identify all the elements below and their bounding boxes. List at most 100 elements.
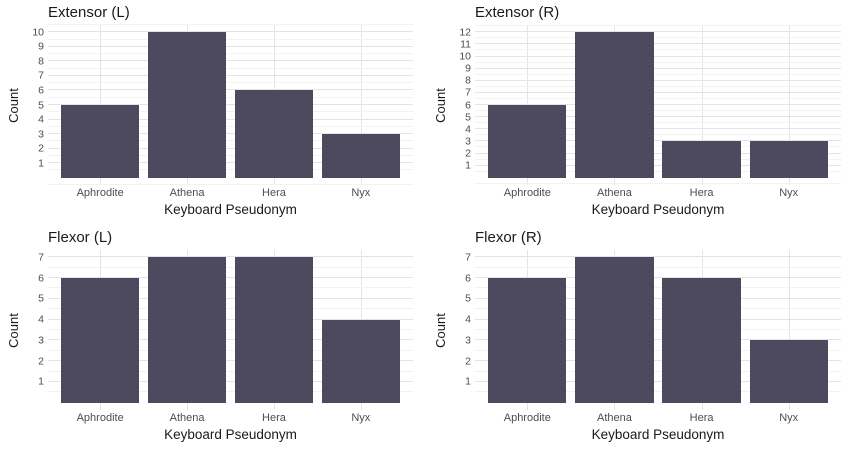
y-tick-label: 7 <box>38 251 44 264</box>
gridline-horizontal-major <box>475 91 841 93</box>
gridline-horizontal-minor <box>475 170 841 172</box>
gridline-horizontal-major <box>48 256 413 258</box>
gridline-horizontal-minor <box>475 391 841 393</box>
x-category-label: Hera <box>262 187 286 199</box>
gridline-horizontal-minor <box>475 266 841 268</box>
y-tick-label: 5 <box>38 98 44 111</box>
gridline-horizontal-minor <box>48 111 413 113</box>
gridline-horizontal-major <box>475 318 841 320</box>
gridline-horizontal-minor <box>475 49 841 51</box>
gridline-horizontal-major <box>48 339 413 341</box>
gridline-horizontal-major <box>48 277 413 279</box>
gridline-horizontal-major <box>48 118 413 120</box>
y-tick-label: 8 <box>38 55 44 68</box>
x-category-label: Athena <box>169 412 205 424</box>
gridline-horizontal-minor <box>48 184 413 185</box>
y-tick-label: 1 <box>38 156 44 169</box>
gridline-horizontal-major <box>475 104 841 105</box>
gridline-horizontal-minor <box>475 287 841 289</box>
x-category-label: Aphrodite <box>503 412 551 424</box>
gridline-horizontal-minor <box>475 308 841 310</box>
x-category-label: Athena <box>169 187 205 199</box>
y-tick-label: 8 <box>465 74 471 87</box>
y-tick-label: 11 <box>460 38 471 51</box>
x-axis-title: Keyboard Pseudonym <box>164 427 297 442</box>
y-tick-label: 9 <box>465 62 471 75</box>
gridline-horizontal-minor <box>48 308 413 310</box>
gridline-horizontal-minor <box>475 329 841 330</box>
bar-nyx <box>749 141 828 178</box>
y-tick-label: 2 <box>465 354 471 367</box>
y-tick-label: 3 <box>465 135 471 148</box>
y-tick-label: 3 <box>38 127 44 140</box>
y-tick-labels: 1 2 3 4 5 6 7 <box>448 250 471 410</box>
panel-title: Extensor (R) <box>475 4 560 21</box>
y-tick-label: 3 <box>465 334 471 347</box>
bar-aphrodite <box>61 278 140 403</box>
panel-title: Extensor (L) <box>48 4 130 21</box>
y-tick-label: 7 <box>465 86 471 99</box>
gridline-horizontal-minor <box>475 85 841 87</box>
bar-aphrodite <box>488 105 567 178</box>
gridline-horizontal-minor <box>48 125 413 127</box>
x-category-label: Athena <box>596 412 632 424</box>
plot-area <box>475 250 841 410</box>
gridline-horizontal-minor <box>48 67 413 69</box>
plot-area <box>48 250 413 410</box>
gridline-horizontal-minor <box>48 266 413 268</box>
gridline-horizontal-major <box>48 147 413 149</box>
y-axis-title: Count <box>6 312 22 348</box>
gridline-horizontal-major <box>475 164 841 166</box>
gridline-horizontal-major <box>475 380 841 382</box>
gridline-horizontal-major <box>475 116 841 118</box>
x-category-labels: Aphrodite Athena Hera Nyx <box>48 185 413 200</box>
bar-hera <box>662 141 741 178</box>
plot-area <box>48 24 413 185</box>
gridline-horizontal-major <box>475 256 841 258</box>
y-tick-label: 1 <box>38 375 44 388</box>
gridline-horizontal-major <box>475 43 841 45</box>
bar-aphrodite <box>488 278 567 403</box>
gridline-horizontal-minor <box>475 349 841 351</box>
gridline-horizontal-major <box>475 152 841 154</box>
y-tick-label: 6 <box>465 98 471 111</box>
x-axis-title: Keyboard Pseudonym <box>164 202 297 217</box>
y-tick-label: 6 <box>38 84 44 97</box>
gridline-horizontal-major <box>475 297 841 299</box>
gridline-horizontal-minor <box>48 169 413 171</box>
gridline-horizontal-major <box>475 128 841 130</box>
gridline-horizontal-minor <box>475 122 841 124</box>
x-category-label: Nyx <box>779 187 799 199</box>
gridline-horizontal-major <box>48 60 413 62</box>
plot-area <box>475 25 841 185</box>
bar-nyx <box>321 134 400 178</box>
bar-nyx <box>749 340 828 403</box>
gridline-horizontal-minor <box>48 391 413 393</box>
gridline-horizontal-major <box>48 45 413 47</box>
gridline-horizontal-minor <box>475 110 841 112</box>
x-axis-title: Keyboard Pseudonym <box>591 202 725 217</box>
x-axis-title: Keyboard Pseudonym <box>591 427 725 442</box>
y-tick-labels: 1 2 3 4 5 6 7 <box>21 250 44 410</box>
x-category-label: Hera <box>689 187 714 199</box>
gridline-horizontal-major <box>475 67 841 69</box>
x-category-label: Athena <box>596 187 632 199</box>
x-category-label: Aphrodite <box>503 187 551 199</box>
panel-extensor-left: Extensor (L) Count 1 2 3 4 5 6 7 8 9 10 Aphrodite… <box>0 0 427 225</box>
gridline-horizontal-major <box>48 297 413 299</box>
x-category-label: Nyx <box>351 412 371 424</box>
gridline-horizontal-minor <box>48 38 413 40</box>
gridline-horizontal-minor <box>48 140 413 142</box>
gridline-horizontal-minor <box>475 134 841 136</box>
panel-flexor-right: Flexor (R) Count 1 2 3 4 5 6 7 Aphrodite Athena… <box>427 225 855 450</box>
gridline-vertical-major <box>788 250 790 410</box>
gridline-vertical-major <box>701 25 703 185</box>
x-category-labels: Aphrodite Athena Hera Nyx <box>48 410 413 425</box>
gridline-vertical-major <box>360 25 362 185</box>
gridline-horizontal-major <box>48 162 413 164</box>
gridline-horizontal-major <box>48 318 413 320</box>
y-tick-label: 4 <box>38 313 44 326</box>
y-tick-label: 5 <box>38 292 44 305</box>
bar-athena <box>147 32 227 178</box>
gridline-horizontal-major <box>48 104 413 105</box>
